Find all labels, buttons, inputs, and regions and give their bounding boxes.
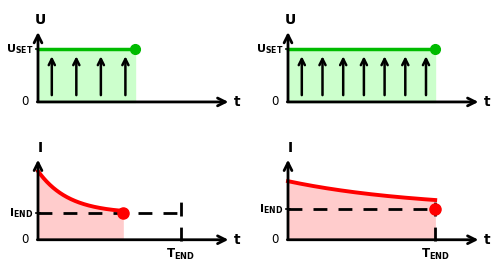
Text: I$_{\mathbf{END}}$: I$_{\mathbf{END}}$ <box>9 207 34 220</box>
Text: I$_{\mathbf{END}}$: I$_{\mathbf{END}}$ <box>259 203 283 216</box>
Text: t: t <box>484 233 490 247</box>
Text: I: I <box>38 141 43 155</box>
Text: U$_{\mathbf{SET}}$: U$_{\mathbf{SET}}$ <box>256 43 283 56</box>
Text: T$_{\mathbf{END}}$: T$_{\mathbf{END}}$ <box>420 247 450 262</box>
Text: 0: 0 <box>272 96 279 108</box>
Text: 0: 0 <box>22 233 29 246</box>
Text: t: t <box>484 95 490 109</box>
Text: I: I <box>288 141 293 155</box>
Polygon shape <box>288 181 435 240</box>
Polygon shape <box>38 171 123 240</box>
Text: 0: 0 <box>22 96 29 108</box>
Text: T$_{\mathbf{END}}$: T$_{\mathbf{END}}$ <box>166 247 195 262</box>
Text: U: U <box>284 13 296 27</box>
Text: t: t <box>234 95 240 109</box>
Text: t: t <box>234 233 240 247</box>
Text: U: U <box>34 13 46 27</box>
Text: 0: 0 <box>272 233 279 246</box>
Text: U$_{\mathbf{SET}}$: U$_{\mathbf{SET}}$ <box>6 43 34 56</box>
